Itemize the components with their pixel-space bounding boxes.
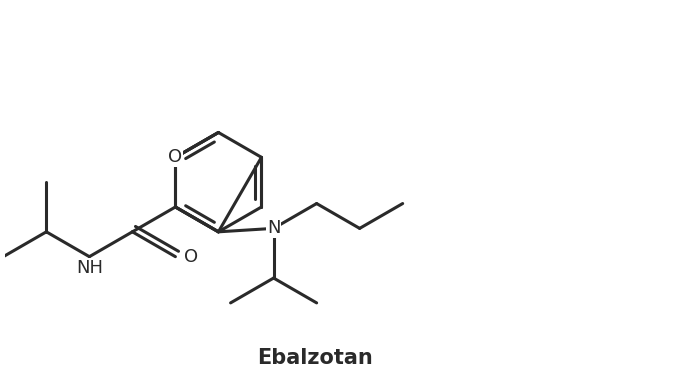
Text: O: O: [168, 148, 182, 166]
Text: NH: NH: [76, 259, 103, 277]
Text: Ebalzotan: Ebalzotan: [257, 348, 373, 368]
Text: O: O: [184, 248, 198, 266]
Text: N: N: [267, 219, 280, 238]
